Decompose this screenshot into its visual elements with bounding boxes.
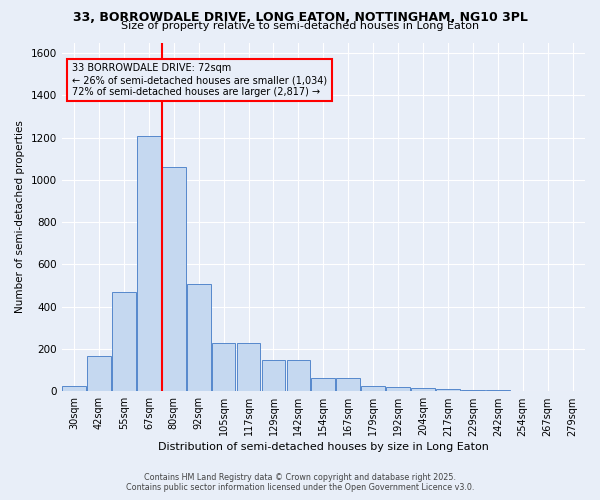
Y-axis label: Number of semi-detached properties: Number of semi-detached properties bbox=[15, 120, 25, 314]
Text: Size of property relative to semi-detached houses in Long Eaton: Size of property relative to semi-detach… bbox=[121, 21, 479, 31]
Bar bbox=[187, 284, 211, 392]
Bar bbox=[411, 388, 435, 392]
Bar bbox=[237, 342, 260, 392]
Bar bbox=[511, 390, 535, 392]
Bar bbox=[262, 360, 286, 392]
Bar bbox=[112, 292, 136, 392]
Bar bbox=[137, 136, 161, 392]
Text: 33 BORROWDALE DRIVE: 72sqm
← 26% of semi-detached houses are smaller (1,034)
72%: 33 BORROWDALE DRIVE: 72sqm ← 26% of semi… bbox=[72, 64, 327, 96]
Bar bbox=[486, 390, 509, 392]
Bar bbox=[212, 342, 235, 392]
Bar bbox=[361, 386, 385, 392]
Bar bbox=[87, 356, 111, 392]
Text: 33, BORROWDALE DRIVE, LONG EATON, NOTTINGHAM, NG10 3PL: 33, BORROWDALE DRIVE, LONG EATON, NOTTIN… bbox=[73, 11, 527, 24]
Bar bbox=[337, 378, 360, 392]
Bar bbox=[436, 389, 460, 392]
X-axis label: Distribution of semi-detached houses by size in Long Eaton: Distribution of semi-detached houses by … bbox=[158, 442, 489, 452]
Bar bbox=[287, 360, 310, 392]
Bar bbox=[62, 386, 86, 392]
Text: Contains HM Land Registry data © Crown copyright and database right 2025.
Contai: Contains HM Land Registry data © Crown c… bbox=[126, 473, 474, 492]
Bar bbox=[461, 390, 485, 392]
Bar bbox=[311, 378, 335, 392]
Bar bbox=[162, 167, 185, 392]
Bar bbox=[386, 387, 410, 392]
